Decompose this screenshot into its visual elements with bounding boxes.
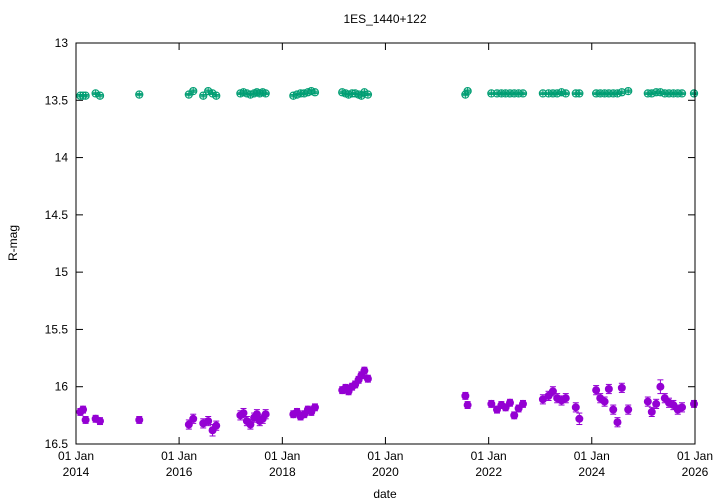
x-axis-label: date (373, 487, 397, 501)
data-point (81, 415, 90, 424)
x-tick-label: 01 Jan (574, 449, 610, 463)
x-tick-label: 2022 (475, 465, 502, 479)
data-point (184, 420, 193, 429)
data-point (510, 411, 519, 420)
x-tick-label: 01 Jan (677, 449, 713, 463)
data-point (212, 421, 221, 430)
series-0 (76, 86, 699, 100)
x-tick-label: 01 Jan (264, 449, 300, 463)
x-tick-label: 2016 (166, 465, 193, 479)
series-1 (76, 366, 699, 437)
data-point (647, 407, 656, 416)
y-tick-label: 15.5 (45, 322, 69, 336)
data-point (360, 366, 369, 375)
x-tick-label: 2024 (578, 465, 605, 479)
x-tick-label: 01 Jan (58, 449, 94, 463)
data-point (261, 410, 270, 419)
data-point (617, 383, 626, 392)
data-point (79, 405, 88, 414)
data-point (690, 399, 699, 408)
data-point (575, 414, 584, 423)
x-tick-label: 2020 (372, 465, 399, 479)
chart-title: 1ES_1440+122 (343, 12, 426, 26)
y-tick-label: 14.5 (45, 208, 69, 222)
y-tick-label: 14 (55, 151, 69, 165)
data-point (561, 394, 570, 403)
data-point (461, 391, 470, 400)
data-point (239, 409, 248, 418)
data-point (652, 399, 661, 408)
y-tick-label: 15 (55, 265, 69, 279)
data-point (189, 414, 198, 423)
data-point (204, 417, 213, 426)
y-tick-label: 16.5 (45, 437, 69, 451)
data-point (135, 415, 144, 424)
data-point (600, 397, 609, 406)
data-point (609, 405, 618, 414)
data-point (604, 385, 613, 394)
x-tick-label: 2018 (269, 465, 296, 479)
x-tick-label: 01 Jan (161, 449, 197, 463)
data-point (463, 401, 472, 410)
data-point (310, 403, 319, 412)
data-point (571, 403, 580, 412)
data-point (592, 386, 601, 395)
x-tick-label: 01 Jan (367, 449, 403, 463)
x-tick-label: 2026 (682, 465, 709, 479)
data-point (678, 403, 687, 412)
data-point (363, 374, 372, 383)
data-point (538, 395, 547, 404)
data-point (96, 417, 105, 426)
x-tick-label: 2014 (63, 465, 90, 479)
plot-frame (75, 42, 696, 445)
y-axis-label: R-mag (6, 225, 20, 261)
data-point (505, 398, 514, 407)
data-point (518, 399, 527, 408)
data-point (643, 397, 652, 406)
plot-area (76, 86, 699, 437)
x-tick-label: 01 Jan (471, 449, 507, 463)
data-point (624, 405, 633, 414)
data-point (656, 382, 665, 391)
y-tick-label: 16 (55, 380, 69, 394)
data-point (613, 418, 622, 427)
y-tick-label: 13 (55, 36, 69, 50)
y-tick-label: 13.5 (45, 93, 69, 107)
data-point (487, 399, 496, 408)
